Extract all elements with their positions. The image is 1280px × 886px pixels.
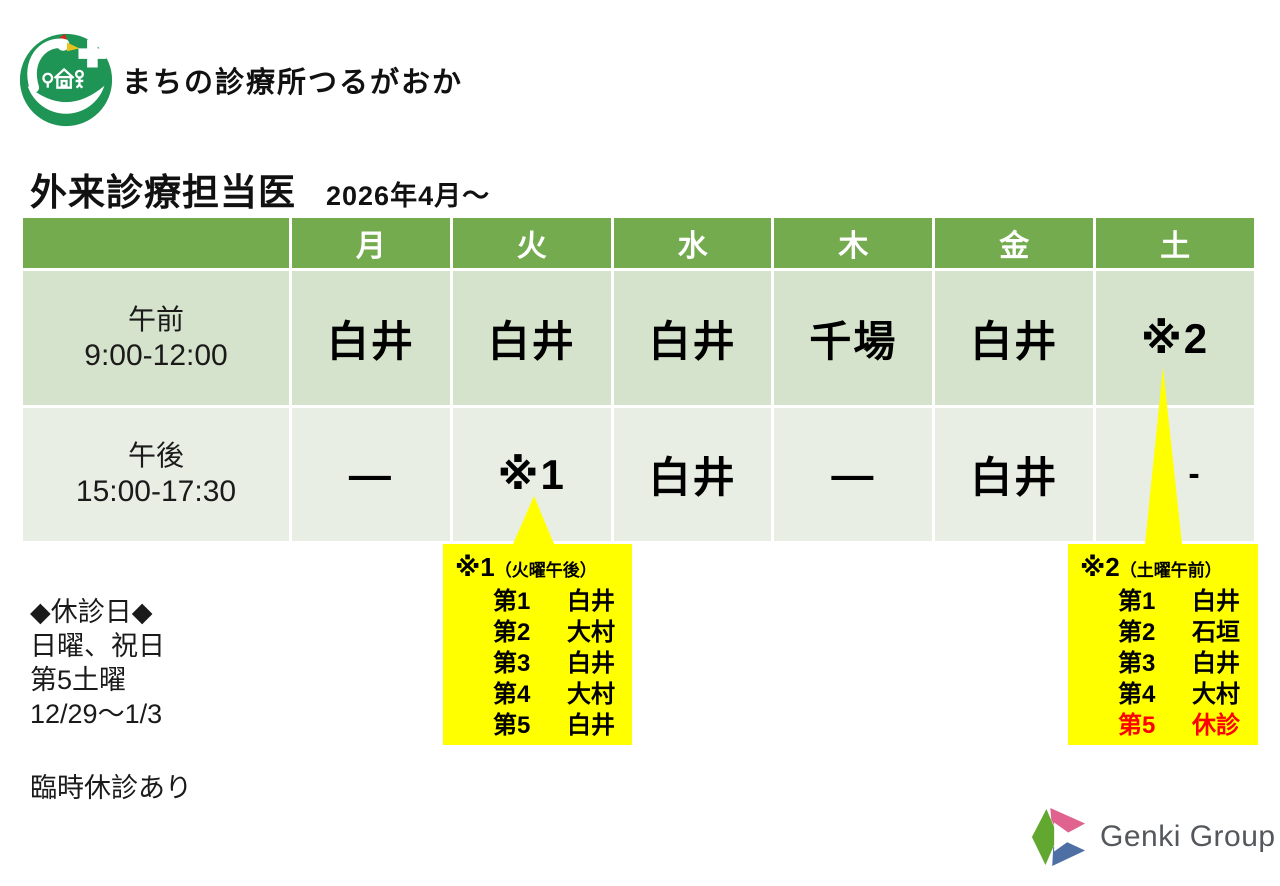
day-header-wed: 水 (613, 218, 772, 268)
note2-arrow-icon (1145, 367, 1182, 544)
closed-days-line: 第5土曜 (30, 665, 127, 695)
day-header-mon: 月 (292, 218, 450, 268)
note2-entry: 第4 大村 (1118, 681, 1240, 708)
effective-period: 2026年4月〜 (326, 181, 491, 211)
note1-box: ※1（火曜午後） 第1 白井 第2 大村 第3 白井 第4 大村 第5 白井 (443, 544, 632, 745)
genki-group-name: Genki Group (1100, 820, 1276, 853)
cell-wed-am: 白井 (613, 271, 772, 405)
closed-days-line: 日曜、祝日 (30, 631, 165, 661)
clinic-crane-logo-icon (19, 33, 113, 127)
row-period-label: 午後 (127, 440, 184, 472)
cell-thu-pm: — (774, 408, 933, 541)
row-label-afternoon: 午後 15:00-17:30 (23, 408, 289, 541)
note1-arrow-icon (513, 496, 554, 544)
row-period-label: 午前 (127, 303, 184, 335)
cell-wed-pm: 白井 (613, 408, 772, 541)
clinic-name: まちの診療所つるがおか (122, 67, 464, 99)
note1-entry: 第5 白井 (493, 712, 615, 739)
row-hours-label: 9:00-12:00 (84, 338, 228, 372)
note2-entry-closed: 第5 休診 (1118, 712, 1240, 739)
note1-marker: ※1 (455, 552, 495, 582)
cell-mon-am: 白井 (292, 271, 450, 405)
genki-group-logo: Genki Group (1030, 806, 1276, 868)
note2-entry: 第3 白井 (1118, 650, 1240, 677)
day-header-sat: 土 (1096, 218, 1254, 268)
schedule-table: 月 火 水 木 金 土 午前 9:00-12:00 白井 白井 白井 千場 白井… (23, 218, 1254, 541)
day-header-fri: 金 (935, 218, 1094, 268)
note1-entry: 第1 白井 (493, 588, 615, 615)
note2-marker: ※2 (1080, 552, 1120, 582)
note1-scope: （火曜午後） (494, 561, 597, 580)
page-title-row: 外来診療担当医 2026年4月〜 (30, 162, 490, 216)
closed-days-block: ◆休診日◆ 日曜、祝日 第5土曜 12/29〜1/3 臨時休診あり (30, 595, 192, 805)
note1-entry: 第3 白井 (493, 650, 615, 677)
cell-mon-pm: — (292, 408, 450, 541)
page-title: 外来診療担当医 (30, 172, 296, 213)
cell-tue-am: 白井 (452, 271, 611, 405)
table-corner-cell (23, 218, 289, 268)
genki-hexagon-icon (1031, 808, 1086, 866)
note1-heading: ※1（火曜午後） (455, 552, 632, 583)
day-header-tue: 火 (452, 218, 611, 268)
note2-entry: 第1 白井 (1118, 588, 1240, 615)
row-label-morning: 午前 9:00-12:00 (23, 271, 289, 405)
day-header-thu: 木 (774, 218, 933, 268)
cell-fri-pm: 白井 (935, 408, 1094, 541)
closed-days-line: 12/29〜1/3 (30, 699, 163, 729)
note1-entry: 第2 大村 (493, 619, 615, 646)
note2-heading: ※2（土曜午前） (1080, 552, 1258, 583)
row-hours-label: 15:00-17:30 (75, 475, 237, 509)
temporary-closure-note: 臨時休診あり (30, 773, 192, 803)
closed-days-heading: ◆休診日◆ (30, 597, 153, 627)
note2-box: ※2（土曜午前） 第1 白井 第2 石垣 第3 白井 第4 大村 第5 休診 (1068, 544, 1258, 745)
cell-sat-am-note-ref: ※2 (1096, 271, 1254, 405)
cell-fri-am: 白井 (935, 271, 1094, 405)
brand-header: まちの診療所つるがおか (18, 32, 463, 128)
note2-scope: （土曜午前） (1119, 561, 1222, 580)
note1-entry: 第4 大村 (493, 681, 615, 708)
cell-thu-am: 千場 (774, 271, 933, 405)
note2-entry: 第2 石垣 (1118, 619, 1240, 646)
